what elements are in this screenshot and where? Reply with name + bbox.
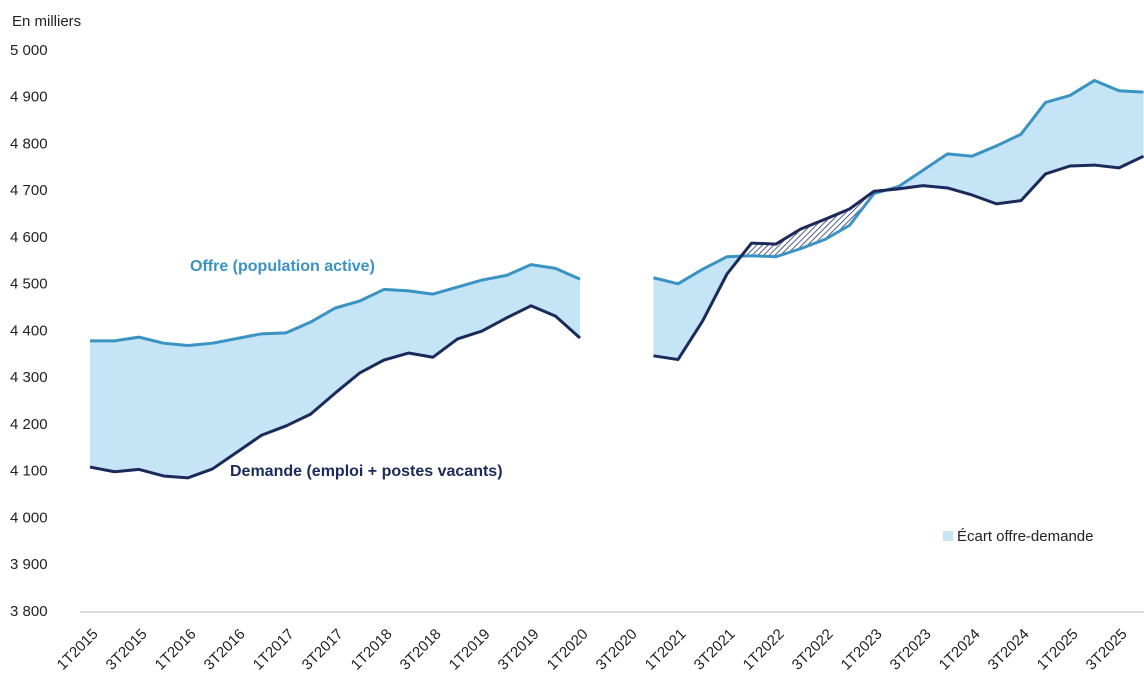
x-tick-label: 3T2025 <box>1083 626 1131 674</box>
y-tick-label: 4 200 <box>10 416 48 433</box>
y-tick-label: 3 900 <box>10 556 48 573</box>
series-label: Demande (emploi + postes vacants) <box>230 463 503 480</box>
x-tick-label: 1T2017 <box>250 626 298 674</box>
y-tick-label: 4 000 <box>10 509 48 526</box>
legend-swatch <box>943 531 953 541</box>
series-line <box>89 154 1144 480</box>
x-tick-label: 1T2021 <box>642 626 690 674</box>
y-tick-label: 4 700 <box>10 182 48 199</box>
y-axis-label: En milliers <box>12 13 81 30</box>
x-tick-label: 1T2019 <box>446 626 494 674</box>
legend-label: Écart offre-demande <box>957 528 1093 545</box>
x-tick-label: 3T2019 <box>495 626 543 674</box>
x-tick-label: 3T2016 <box>201 626 249 674</box>
y-tick-label: 4 100 <box>10 463 48 480</box>
x-tick-label: 3T2021 <box>691 626 739 674</box>
x-tick-label: 1T2020 <box>544 626 592 674</box>
x-tick-label: 3T2024 <box>985 626 1033 674</box>
y-tick-label: 4 800 <box>10 135 48 152</box>
y-tick-label: 4 400 <box>10 322 48 339</box>
x-tick-label: 1T2022 <box>740 626 788 674</box>
x-tick-label: 3T2015 <box>103 626 151 674</box>
y-tick-label: 4 900 <box>10 89 48 106</box>
x-tick-label: 3T2018 <box>397 626 445 674</box>
x-tick-label: 1T2015 <box>54 626 102 674</box>
y-tick-label: 4 600 <box>10 229 48 246</box>
x-tick-label: 3T2022 <box>789 626 837 674</box>
series-label: Offre (population active) <box>190 258 375 275</box>
x-tick-label: 3T2017 <box>299 626 347 674</box>
x-tick-label: 1T2018 <box>348 626 396 674</box>
x-tick-label: 1T2016 <box>152 626 200 674</box>
y-tick-label: 5 000 <box>10 42 48 59</box>
x-tick-label: 3T2020 <box>593 626 641 674</box>
series-line <box>90 78 1144 348</box>
gap-area <box>653 80 1144 360</box>
y-tick-label: 3 800 <box>10 603 48 620</box>
x-tick-label: 1T2023 <box>838 626 886 674</box>
y-tick-label: 4 500 <box>10 276 48 293</box>
gap-area <box>90 264 580 478</box>
x-tick-label: 3T2023 <box>887 626 935 674</box>
x-tick-label: 1T2025 <box>1034 626 1082 674</box>
y-tick-label: 4 300 <box>10 369 48 386</box>
x-tick-label: 1T2024 <box>936 626 984 674</box>
